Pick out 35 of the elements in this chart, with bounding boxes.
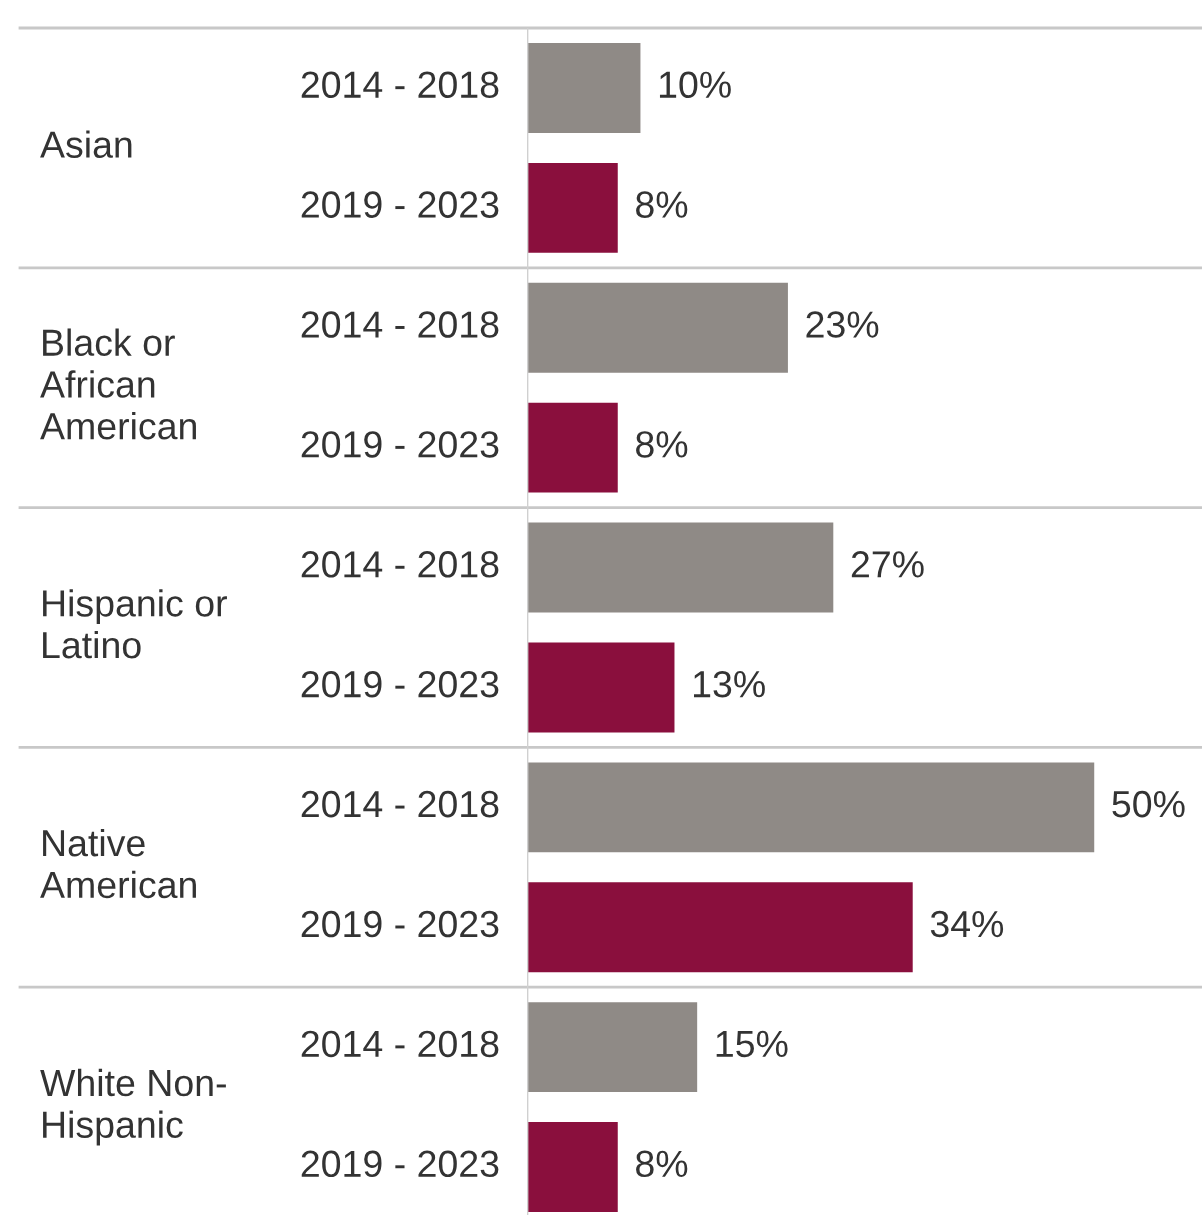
bar (527, 642, 675, 733)
data-label: 8% (636, 1150, 688, 1178)
bar (527, 1002, 698, 1093)
bar (527, 42, 641, 133)
text: 2019 - 2023 (301, 1150, 499, 1178)
y-tick-label: Asian (40, 130, 132, 158)
data-label: 50% (1112, 790, 1185, 818)
data-label: 8% (636, 431, 688, 458)
data-label: 10% (659, 71, 731, 99)
y-tick-label: Black or African American (40, 328, 196, 440)
text: 2014 - 2018 (301, 1030, 499, 1058)
y-tick-label: White Non- Hispanic (40, 1068, 226, 1146)
series-label: 2019 - 2023 (301, 191, 499, 218)
text: 2014 - 2018 (301, 551, 499, 578)
data-label: 8% (636, 191, 688, 218)
bar (527, 162, 618, 253)
data-label: 15% (716, 1030, 788, 1058)
data-label: 23% (806, 311, 879, 338)
data-label: 13% (694, 670, 765, 698)
bar (527, 882, 913, 973)
text: 2019 - 2023 (301, 431, 499, 458)
bar (527, 402, 618, 493)
data-label: 34% (930, 910, 1004, 938)
text: 2019 - 2023 (301, 670, 499, 698)
y-tick-label: Native American (40, 828, 196, 899)
y-tick-label: Hispanic or Latino (43, 589, 227, 659)
text: 2014 - 2018 (301, 790, 499, 818)
text: 2019 - 2023 (301, 910, 499, 938)
bar (527, 522, 834, 613)
text: 2014 - 2018 (301, 311, 499, 338)
bar (527, 762, 1095, 853)
bar (527, 282, 788, 373)
series-label: 2014 - 2018 (301, 71, 499, 99)
bar (527, 1122, 618, 1212)
data-label: 27% (851, 551, 924, 578)
